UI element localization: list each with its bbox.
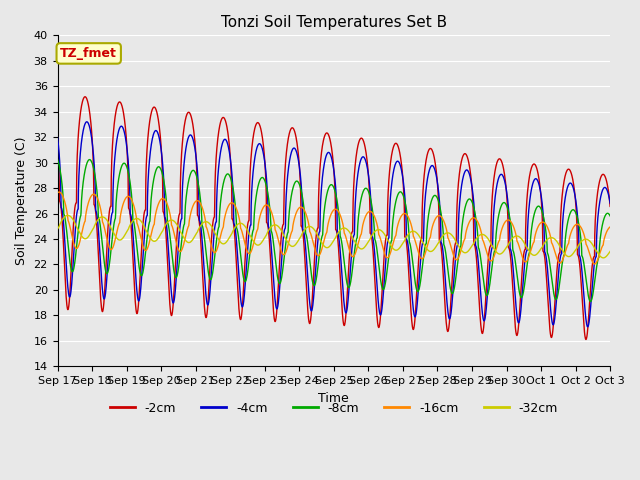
Title: Tonzi Soil Temperatures Set B: Tonzi Soil Temperatures Set B (221, 15, 447, 30)
X-axis label: Time: Time (319, 392, 349, 405)
Y-axis label: Soil Temperature (C): Soil Temperature (C) (15, 137, 28, 265)
Text: TZ_fmet: TZ_fmet (60, 47, 117, 60)
Legend: -2cm, -4cm, -8cm, -16cm, -32cm: -2cm, -4cm, -8cm, -16cm, -32cm (104, 396, 563, 420)
